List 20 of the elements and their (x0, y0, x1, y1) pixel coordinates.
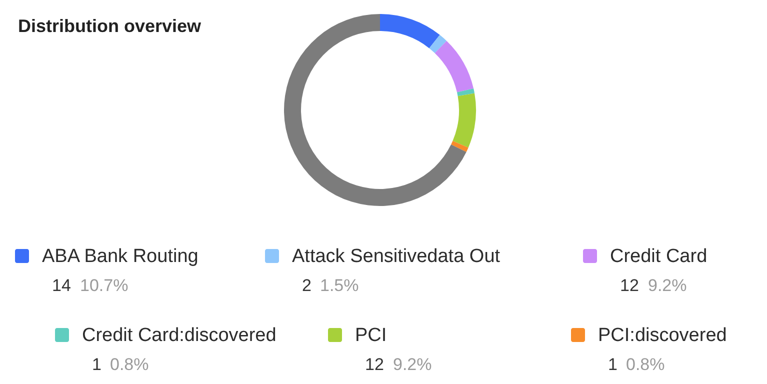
donut-slice (434, 40, 474, 92)
donut-slice (380, 14, 440, 48)
donut-slice (429, 34, 447, 54)
legend-label: Credit Card (610, 246, 708, 267)
legend-label: PCI (355, 325, 387, 346)
text: 14 10.7% (52, 276, 128, 295)
text: 1 0.8% (92, 355, 149, 374)
legend-label: PCI:discovered (598, 325, 727, 346)
legend-label: Attack Sensitivedata Out (292, 246, 501, 267)
chart-title: Distribution overview (18, 16, 202, 36)
legend-label: Credit Card:discovered (82, 325, 276, 346)
legend-label: ABA Bank Routing (42, 246, 198, 267)
text: 2 1.5% (302, 276, 359, 295)
donut-slice (451, 140, 468, 152)
donut-slice (456, 88, 475, 96)
donut-slice (452, 93, 476, 148)
text: 1 0.8% (608, 355, 665, 374)
text: 12 9.2% (365, 355, 432, 374)
donut-slice (284, 14, 466, 206)
text: 12 9.2% (620, 276, 687, 295)
